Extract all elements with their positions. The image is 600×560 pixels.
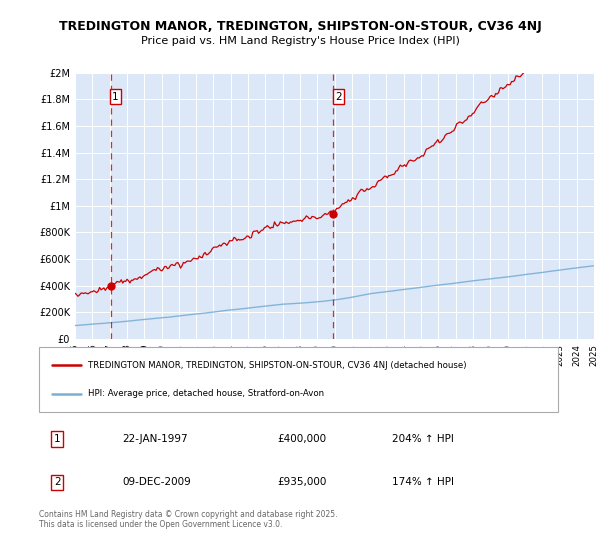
- Text: £400,000: £400,000: [278, 434, 327, 444]
- Text: TREDINGTON MANOR, TREDINGTON, SHIPSTON-ON-STOUR, CV36 4NJ (detached house): TREDINGTON MANOR, TREDINGTON, SHIPSTON-O…: [88, 361, 467, 370]
- Point: [106, 281, 115, 290]
- Text: Contains HM Land Registry data © Crown copyright and database right 2025.
This d: Contains HM Land Registry data © Crown c…: [39, 510, 337, 529]
- Text: £935,000: £935,000: [278, 478, 327, 488]
- Point: [329, 210, 338, 219]
- Text: 174% ↑ HPI: 174% ↑ HPI: [392, 478, 454, 488]
- Text: 2: 2: [54, 478, 61, 488]
- FancyBboxPatch shape: [39, 347, 558, 412]
- Text: 1: 1: [54, 434, 61, 444]
- Text: 22-JAN-1997: 22-JAN-1997: [122, 434, 188, 444]
- Text: Price paid vs. HM Land Registry's House Price Index (HPI): Price paid vs. HM Land Registry's House …: [140, 36, 460, 46]
- Text: HPI: Average price, detached house, Stratford-on-Avon: HPI: Average price, detached house, Stra…: [88, 389, 325, 398]
- Text: 204% ↑ HPI: 204% ↑ HPI: [392, 434, 454, 444]
- Text: 09-DEC-2009: 09-DEC-2009: [122, 478, 191, 488]
- Text: TREDINGTON MANOR, TREDINGTON, SHIPSTON-ON-STOUR, CV36 4NJ: TREDINGTON MANOR, TREDINGTON, SHIPSTON-O…: [59, 20, 541, 32]
- Text: 2: 2: [335, 92, 342, 102]
- Text: 1: 1: [112, 92, 119, 102]
